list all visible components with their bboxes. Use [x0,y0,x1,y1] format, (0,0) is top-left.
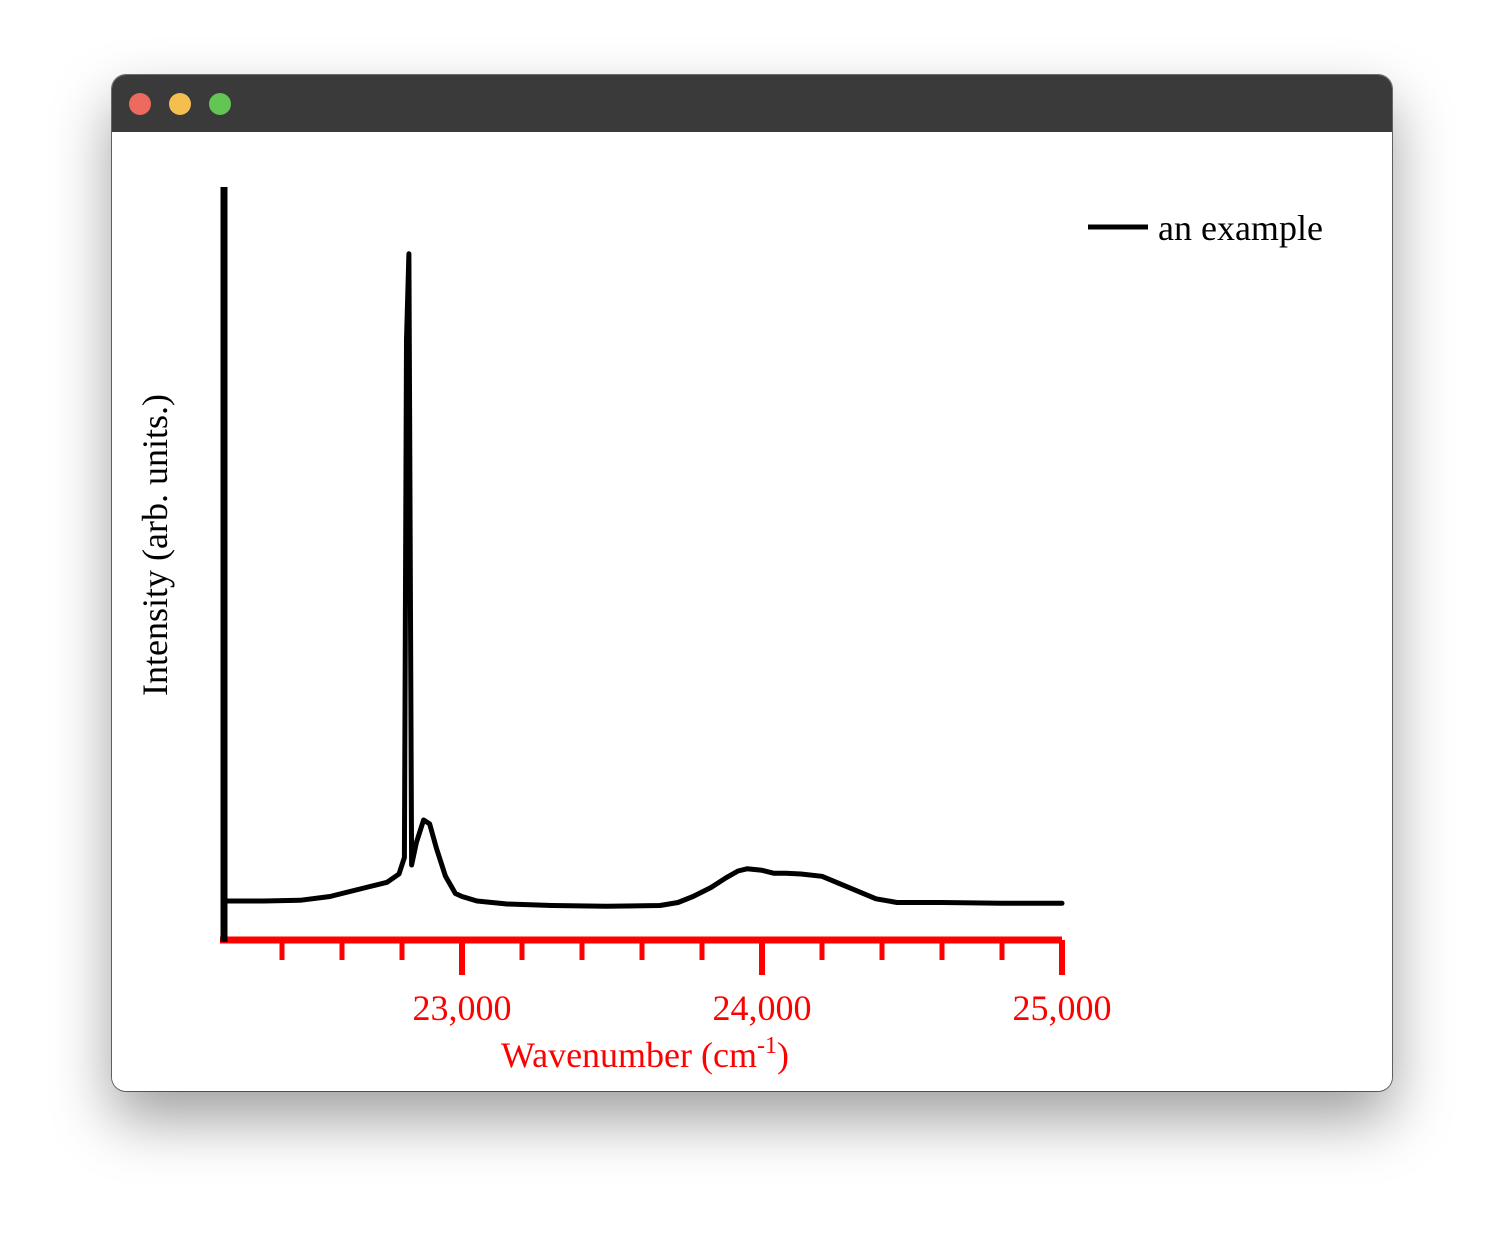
x-tick-label: 23,000 [413,988,512,1028]
legend: an example [1088,208,1323,248]
x-axis-title-main: Wavenumber (cm [501,1035,757,1075]
x-axis-title-tail: ) [777,1035,789,1075]
x-axis: 23,000 24,000 25,000 [220,936,1112,1028]
maximize-button[interactable] [209,93,231,115]
series-group [222,251,1065,909]
title-bar [112,75,1392,132]
app-window: 23,000 24,000 25,000 Intensity (arb. units… [112,75,1392,1091]
chart-area: 23,000 24,000 25,000 Intensity (arb. units… [112,132,1392,1091]
x-axis-title: Wavenumber (cm-1) [501,1033,789,1075]
series-line-an-example [222,251,1065,909]
minimize-button[interactable] [169,93,191,115]
legend-label: an example [1158,208,1323,248]
x-tick-label: 25,000 [1013,988,1112,1028]
y-axis-title: Intensity (arb. units.) [135,394,175,696]
x-axis-title-superscript: -1 [757,1033,777,1059]
spectrum-chart: 23,000 24,000 25,000 Intensity (arb. units… [135,187,1323,1075]
x-tick-label: 24,000 [713,988,812,1028]
close-button[interactable] [129,93,151,115]
